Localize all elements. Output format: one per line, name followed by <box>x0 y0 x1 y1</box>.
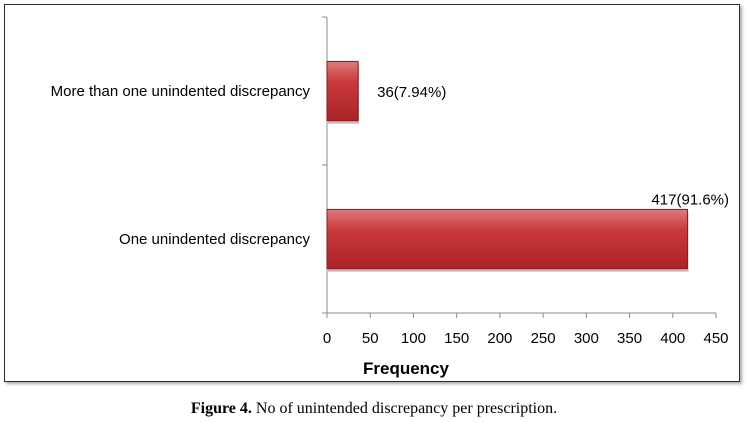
x-tick-label: 100 <box>401 330 426 347</box>
bar-data-label: 36(7.94%) <box>377 84 446 101</box>
bar <box>326 60 359 122</box>
x-tick-label: 200 <box>487 330 512 347</box>
x-tick-label: 350 <box>617 330 642 347</box>
y-category-label: More than one unindented discrepancy <box>51 83 311 100</box>
x-tick-label: 300 <box>574 330 599 347</box>
x-tick-label: 450 <box>703 330 728 347</box>
figure-caption-label: Figure 4. <box>190 400 252 417</box>
figure-caption: Figure 4. No of unintended discrepancy p… <box>0 400 748 418</box>
x-tick-label: 150 <box>444 330 469 347</box>
bar <box>326 208 688 270</box>
x-tick-label: 400 <box>660 330 685 347</box>
bar-data-label: 417(91.6%) <box>651 191 729 208</box>
x-tick-label: 250 <box>531 330 556 347</box>
x-tick-label: 50 <box>362 330 379 347</box>
chart-frame <box>4 4 740 382</box>
figure-caption-text: No of unintended discrepancy per prescri… <box>251 400 558 417</box>
x-tick-label: 0 <box>323 330 331 347</box>
x-axis-title: Frequency <box>363 359 450 378</box>
y-category-label: One unindented discrepancy <box>119 231 310 248</box>
